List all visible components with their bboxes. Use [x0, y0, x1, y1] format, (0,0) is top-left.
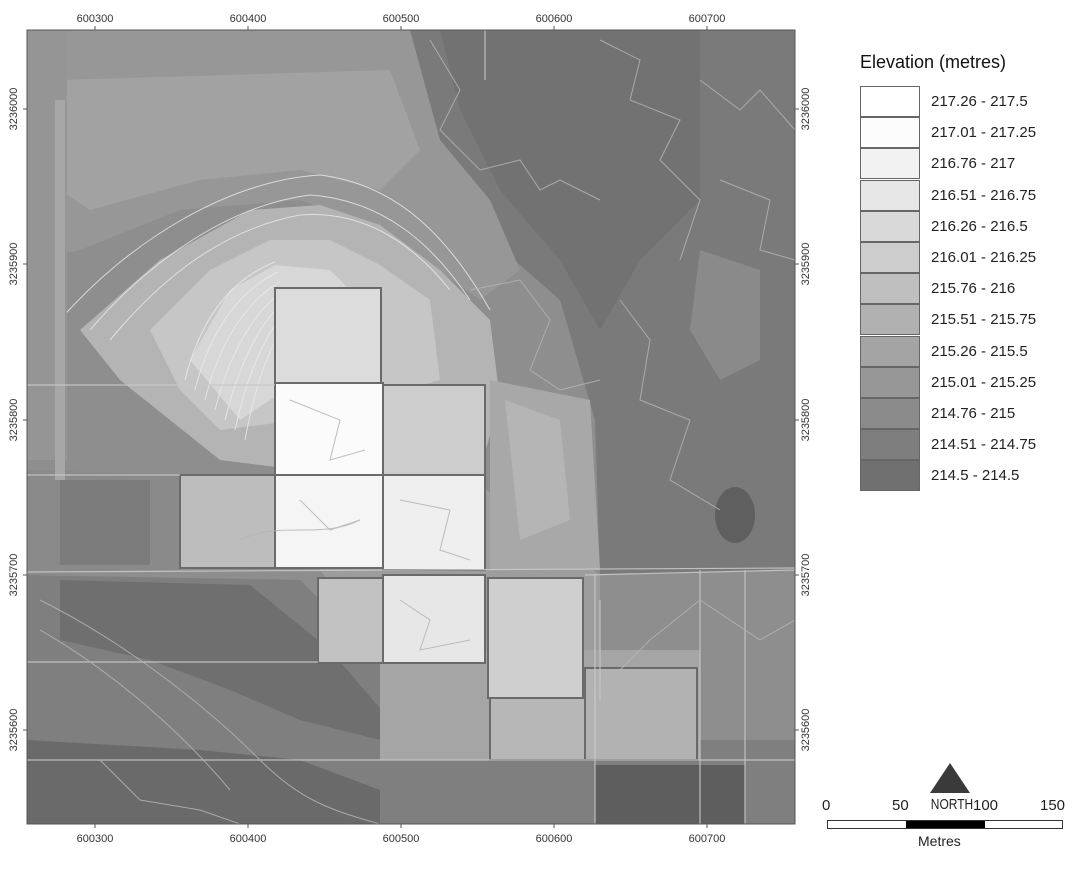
x-tick-label: 600700: [689, 13, 726, 25]
north-label: NORTH: [930, 796, 974, 813]
x-axis-ticks-top: 600300 600400 600500 600600 600700: [77, 13, 726, 30]
x-tick-label: 600400: [230, 13, 267, 25]
y-tick-label: 3236000: [8, 88, 20, 131]
scale-unit: Metres: [918, 833, 961, 849]
legend-swatch: [860, 179, 920, 211]
y-tick-label: 3235700: [800, 554, 812, 597]
y-axis-ticks-right: 3236000 3235900 3235800 3235700 3235600: [795, 88, 812, 752]
x-tick-label: 600600: [536, 13, 573, 25]
scale-bar: [827, 820, 1063, 829]
map-raster: [27, 30, 795, 824]
scale-tick-150: 150: [1040, 797, 1066, 814]
x-tick-label: 600600: [536, 833, 573, 845]
x-tick-label: 600700: [689, 833, 726, 845]
y-tick-label: 3235700: [8, 554, 20, 597]
legend-swatch: [860, 210, 920, 242]
scale-tick-50: 50: [892, 797, 909, 814]
legend-swatch: [860, 335, 920, 367]
legend-label: 214.76 - 215: [931, 404, 1016, 422]
y-tick-label: 3235900: [8, 243, 20, 286]
legend-label: 216.76 - 217: [931, 155, 1016, 173]
scale-tick-0: 0: [822, 797, 831, 814]
legend-label: 214.5 - 214.5: [931, 467, 1020, 485]
legend-swatch: [860, 86, 920, 117]
x-tick-label: 600400: [230, 833, 267, 845]
scale-bar-segment: [906, 821, 985, 828]
y-tick-label: 3235800: [8, 399, 20, 442]
y-axis-ticks-left: 3236000 3235900 3235800 3235700 3235600: [8, 88, 27, 752]
legend-title: Elevation (metres): [860, 52, 1007, 72]
y-tick-label: 3235800: [800, 399, 812, 442]
y-tick-label: 3235600: [800, 709, 812, 752]
legend-swatch: [860, 460, 920, 492]
legend-swatch: [860, 148, 920, 180]
y-tick-label: 3235900: [800, 243, 812, 286]
legend-label: 214.51 - 214.75: [931, 436, 1037, 454]
scale-tick-100: 100: [973, 797, 999, 814]
legend-label: 217.26 - 217.5: [931, 93, 1028, 110]
y-tick-label: 3235600: [8, 709, 20, 752]
legend-swatch: [860, 304, 920, 336]
x-tick-label: 600500: [383, 13, 420, 25]
north-arrow-icon: [930, 763, 970, 793]
legend-swatch: [860, 429, 920, 461]
legend-swatch: [860, 273, 920, 305]
legend-label: 215.26 - 215.5: [931, 342, 1028, 360]
y-tick-label: 3236000: [800, 88, 812, 131]
legend-label: 215.51 - 215.75: [931, 311, 1037, 329]
legend-label: 216.01 - 216.25: [931, 248, 1037, 266]
north-arrow: NORTH: [921, 763, 981, 818]
x-tick-label: 600500: [383, 833, 420, 845]
legend-swatch: [860, 366, 920, 398]
x-tick-label: 600300: [77, 833, 114, 845]
legend-swatch: [860, 241, 920, 273]
legend-label: 215.76 - 216: [931, 280, 1016, 298]
legend-swatch: [860, 397, 920, 429]
x-tick-label: 600300: [77, 13, 114, 25]
legend-label: 216.26 - 216.5: [931, 217, 1028, 235]
legend-label: 216.51 - 216.75: [931, 186, 1037, 204]
x-axis-ticks-bottom: 600300 600400 600500 600600 600700: [77, 824, 726, 845]
map-frame: [26, 29, 796, 825]
legend-label: 215.01 - 215.25: [931, 373, 1037, 391]
legend-label: 217.01 - 217.25: [931, 124, 1037, 142]
legend-swatch: [860, 117, 920, 149]
